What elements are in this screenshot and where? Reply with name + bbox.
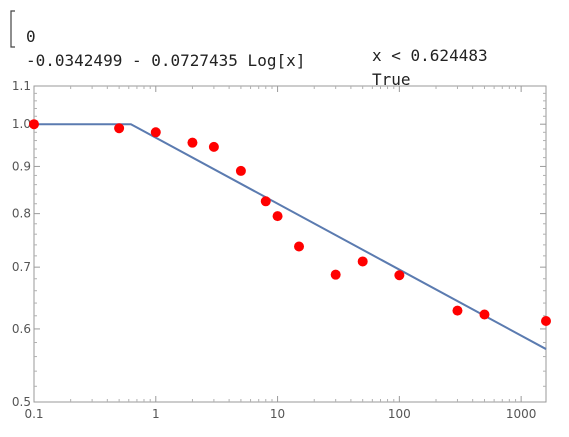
y-tick-label: 0.6 bbox=[12, 322, 31, 336]
formula-value-2: -0.0342499 - 0.0727435 Log[x] bbox=[26, 51, 306, 70]
data-point bbox=[330, 269, 341, 280]
data-point bbox=[235, 165, 246, 176]
formula-value-1: 0 bbox=[26, 27, 36, 46]
data-point bbox=[187, 137, 198, 148]
data-point bbox=[452, 305, 463, 316]
x-tick-label: 0.1 bbox=[24, 407, 43, 421]
data-point bbox=[541, 315, 551, 326]
fit-line bbox=[34, 123, 547, 350]
x-tick-label: 1 bbox=[152, 407, 160, 421]
formula-row-1: 0 x < 0.624483 bbox=[26, 8, 488, 84]
data-point bbox=[29, 119, 39, 130]
y-tick-label: 0.5 bbox=[12, 395, 31, 409]
x-tick-label: 100 bbox=[388, 407, 411, 421]
data-point bbox=[479, 309, 490, 320]
formula-condition-2: True bbox=[372, 70, 411, 89]
data-point bbox=[272, 211, 283, 222]
data-point bbox=[294, 241, 305, 252]
plot-frame bbox=[33, 85, 547, 403]
formula-row-2: -0.0342499 - 0.0727435 Log[x] True bbox=[26, 32, 411, 108]
x-tick-label: 10 bbox=[270, 407, 285, 421]
y-tick-label: 0.8 bbox=[12, 207, 31, 221]
x-tick-label: 1000 bbox=[506, 407, 537, 421]
piecewise-formula: 0 x < 0.624483 -0.0342499 - 0.0727435 Lo… bbox=[6, 4, 546, 89]
y-tick-label: 0.9 bbox=[12, 159, 31, 173]
y-tick-label: 1.1 bbox=[12, 79, 31, 93]
data-point bbox=[150, 127, 161, 138]
data-point bbox=[114, 123, 125, 134]
y-tick-label: 1.0 bbox=[12, 117, 31, 131]
data-point bbox=[357, 256, 368, 267]
y-tick-label: 0.7 bbox=[12, 260, 31, 274]
data-point bbox=[394, 270, 405, 281]
data-point bbox=[208, 141, 219, 152]
brace-icon bbox=[10, 10, 15, 48]
data-point bbox=[260, 196, 271, 207]
formula-condition-1: x < 0.624483 bbox=[372, 46, 488, 65]
